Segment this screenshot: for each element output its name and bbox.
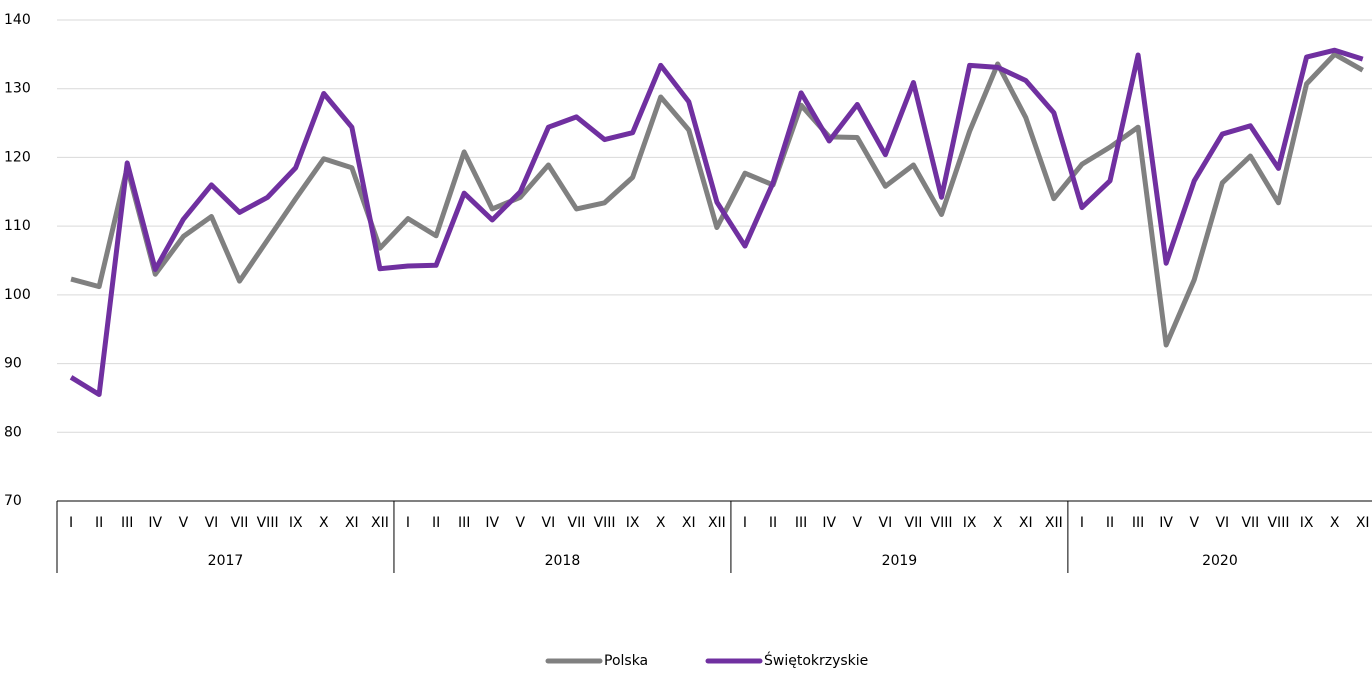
x-tick-label: XII <box>371 515 389 531</box>
x-group-label: 2017 <box>208 553 244 569</box>
x-tick-label: III <box>458 515 470 531</box>
x-tick-label: II <box>432 515 440 531</box>
x-tick-label: XI <box>1019 515 1033 531</box>
x-tick-label: V <box>516 515 526 531</box>
x-tick-label: XI <box>1356 515 1370 531</box>
x-tick-label: III <box>121 515 133 531</box>
x-tick-label: I <box>1080 515 1084 531</box>
legend-label: Świętokrzyskie <box>764 651 868 669</box>
x-tick-label: V <box>1189 515 1199 531</box>
x-tick-label: VIII <box>1267 515 1289 531</box>
x-tick-label: IV <box>822 515 836 531</box>
y-tick-label: 140 <box>4 12 31 28</box>
x-tick-label: X <box>1330 515 1340 531</box>
y-tick-label: 90 <box>4 356 22 372</box>
x-group-label: 2019 <box>882 553 918 569</box>
x-group-label: 2020 <box>1202 553 1238 569</box>
legend-label: Polska <box>604 653 648 669</box>
x-tick-label: VI <box>1215 515 1229 531</box>
x-tick-label: IV <box>485 515 499 531</box>
y-tick-label: 110 <box>4 218 31 234</box>
x-tick-label: I <box>406 515 410 531</box>
x-tick-label: VI <box>205 515 219 531</box>
x-tick-label: V <box>852 515 862 531</box>
x-tick-label: VI <box>542 515 556 531</box>
x-tick-label: VI <box>879 515 893 531</box>
x-tick-label: V <box>179 515 189 531</box>
x-tick-label: II <box>769 515 777 531</box>
x-tick-label: X <box>319 515 329 531</box>
x-tick-label: XII <box>708 515 726 531</box>
x-tick-label: XI <box>682 515 696 531</box>
x-tick-label: IV <box>148 515 162 531</box>
y-tick-label: 130 <box>4 81 31 97</box>
x-tick-label: III <box>795 515 807 531</box>
series-line <box>69 47 1364 397</box>
x-tick-label: IV <box>1159 515 1173 531</box>
x-tick-label: II <box>1106 515 1114 531</box>
y-tick-label: 70 <box>4 493 22 509</box>
y-tick-label: 120 <box>4 149 31 165</box>
x-tick-label: IX <box>963 515 977 531</box>
x-tick-label: VII <box>1241 515 1259 531</box>
y-tick-label: 100 <box>4 287 31 303</box>
x-group-label: 2018 <box>545 553 581 569</box>
x-tick-label: VII <box>231 515 249 531</box>
y-tick-label: 80 <box>4 424 22 440</box>
x-tick-label: III <box>1132 515 1144 531</box>
x-tick-label: II <box>95 515 103 531</box>
x-tick-label: X <box>993 515 1003 531</box>
x-tick-label: VII <box>568 515 586 531</box>
x-tick-label: X <box>656 515 666 531</box>
x-tick-label: VIII <box>257 515 279 531</box>
x-tick-label: XI <box>345 515 359 531</box>
x-tick-label: VII <box>905 515 923 531</box>
series-line <box>70 51 1364 348</box>
x-tick-label: IX <box>626 515 640 531</box>
x-tick-label: I <box>743 515 747 531</box>
x-tick-label: IX <box>289 515 303 531</box>
x-tick-label: IX <box>1300 515 1314 531</box>
x-tick-label: I <box>69 515 73 531</box>
x-tick-label: XII <box>1045 515 1063 531</box>
x-tick-label: VIII <box>594 515 616 531</box>
x-tick-label: VIII <box>931 515 953 531</box>
